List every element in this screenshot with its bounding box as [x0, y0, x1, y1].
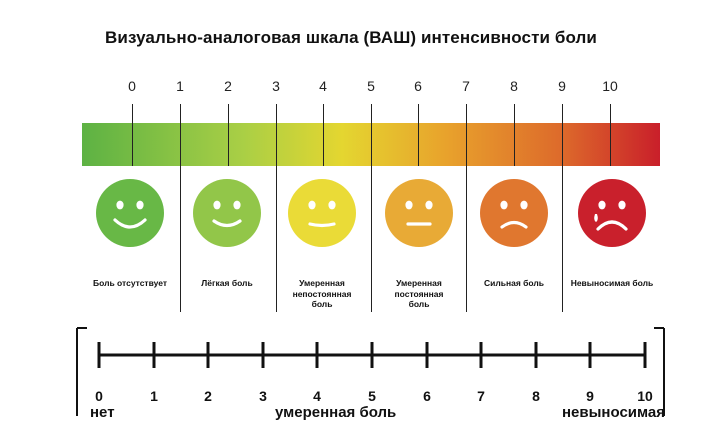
bottom-scale-number-0: 0 — [95, 388, 103, 404]
pain-level-label-1: Лёгкая боль — [167, 278, 287, 289]
pain-level-label-line: Лёгкая боль — [201, 278, 253, 288]
pain-level-label-line: боль — [408, 299, 430, 309]
pain-level-label-line: боль — [311, 299, 333, 309]
pain-level-label-line: Боль отсутствует — [92, 278, 167, 288]
tick-line-0 — [132, 104, 133, 166]
bottom-scale-number-3: 3 — [259, 388, 267, 404]
pain-level-label-line: Невыносимая боль — [570, 278, 654, 288]
bottom-scale-number-9: 9 — [586, 388, 594, 404]
pain-level-label-line: Умеренная — [299, 278, 345, 288]
word-moderate-pain: умеренная боль — [275, 404, 397, 421]
pain-level-label-line: постоянная — [394, 288, 444, 299]
bottom-scale-number-4: 4 — [313, 388, 321, 404]
section-divider-line-1 — [180, 104, 181, 312]
word-none: нет — [90, 404, 115, 421]
tick-line-4 — [323, 104, 324, 166]
happy-face-icon — [192, 178, 262, 248]
pain-level-label-3: Умеренная постоянная боль — [359, 278, 479, 310]
top-scale-number-5: 5 — [367, 78, 375, 94]
section-divider-line-5 — [371, 104, 372, 312]
pain-level-label-line: Сильная боль — [483, 278, 545, 288]
top-scale-number-10: 10 — [602, 78, 618, 94]
top-scale-number-1: 1 — [176, 78, 184, 94]
bottom-scale-number-5: 5 — [368, 388, 376, 404]
tick-line-8 — [514, 104, 515, 166]
top-scale-number-0: 0 — [128, 78, 136, 94]
tick-line-10 — [610, 104, 611, 166]
crying-face-icon — [577, 178, 647, 248]
neutral-smile-face-icon — [287, 178, 357, 248]
bottom-scale-number-10: 10 — [637, 388, 653, 404]
top-scale-number-4: 4 — [319, 78, 327, 94]
sad-face-icon — [479, 178, 549, 248]
very-happy-face-icon — [95, 178, 165, 248]
top-scale-number-7: 7 — [462, 78, 470, 94]
top-scale-number-2: 2 — [224, 78, 232, 94]
top-scale-number-3: 3 — [272, 78, 280, 94]
pain-level-label-4: Сильная боль — [454, 278, 574, 289]
bottom-scale-number-6: 6 — [423, 388, 431, 404]
bottom-scale-number-2: 2 — [204, 388, 212, 404]
tick-line-6 — [418, 104, 419, 166]
word-unbearable: невыносимая — [562, 404, 666, 421]
pain-level-label-line: непостоянная — [292, 288, 352, 299]
pain-level-label-2: Умеренная непостоянная боль — [262, 278, 382, 310]
section-divider-line-3 — [276, 104, 277, 312]
pain-level-label-5: Невыносимая боль — [552, 278, 672, 289]
section-divider-line-7 — [466, 104, 467, 312]
neutral-face-icon — [384, 178, 454, 248]
tick-line-2 — [228, 104, 229, 166]
pain-level-label-line: Умеренная — [396, 278, 442, 288]
bottom-scale-number-7: 7 — [477, 388, 485, 404]
section-divider-line-9 — [562, 104, 563, 312]
numeric-pain-scale — [76, 327, 665, 416]
top-scale-number-8: 8 — [510, 78, 518, 94]
top-scale-number-9: 9 — [558, 78, 566, 94]
page-title: Визуально-аналоговая шкала (ВАШ) интенси… — [105, 28, 597, 47]
bottom-scale-number-8: 8 — [532, 388, 540, 404]
top-scale-number-6: 6 — [414, 78, 422, 94]
bottom-scale-number-1: 1 — [150, 388, 158, 404]
pain-level-label-0: Боль отсутствует — [70, 278, 190, 289]
